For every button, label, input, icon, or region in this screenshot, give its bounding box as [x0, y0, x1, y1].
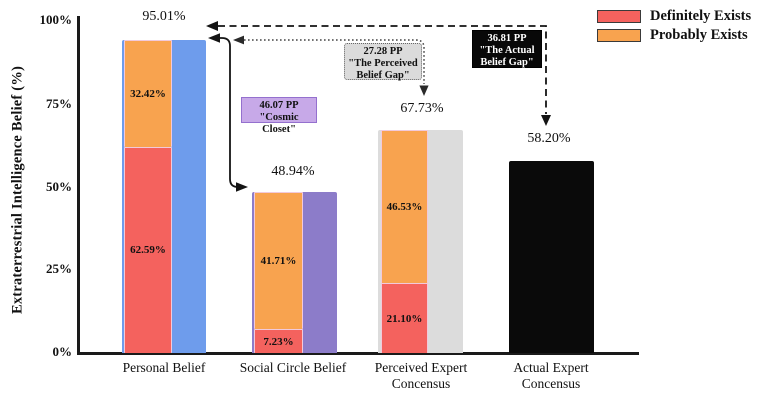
social-probably-value: 41.71%: [260, 254, 297, 267]
x-axis-line: [77, 352, 639, 355]
x-label-line: Perceived Expert: [374, 360, 468, 375]
legend-item-definitely-exists: Definitely Exists: [597, 9, 751, 24]
social-probably-segment: 41.71%: [254, 191, 303, 330]
personal-definitely-segment: 62.59%: [124, 146, 172, 353]
legend-label: Definitely Exists: [650, 8, 752, 24]
perceived-definitely-segment: 21.10%: [381, 283, 428, 353]
personal-definitely-value: 62.59%: [130, 244, 166, 257]
legend-item-probably-exists: Probably Exists: [597, 28, 751, 43]
x-label-line: Concensus: [391, 376, 451, 391]
perceived-stacked-bar: 46.53% 21.10%: [381, 129, 428, 353]
perceived-probably-value: 46.53%: [386, 201, 423, 214]
y-tick-25: 25%: [46, 261, 72, 276]
probably-exists-swatch: [597, 29, 641, 42]
annotation-title: "The Perceived: [348, 58, 418, 69]
perceived-belief-gap-annotation: 27.28 PP "The Perceived Belief Gap": [344, 43, 422, 81]
personal-stacked-bar: 32.42% 62.59%: [124, 39, 172, 353]
perceived-definitely-value: 21.10%: [386, 312, 423, 325]
annotation-value: 27.28 PP: [363, 46, 403, 57]
annotation-title: "The Actual: [479, 45, 535, 56]
annotation-title: Belief Gap": [356, 70, 410, 81]
cosmic-closet-annotation: 46.07 PP "Cosmic Closet": [241, 97, 317, 135]
y-axis-line: [77, 16, 80, 354]
annotation-value: 36.81 PP: [487, 33, 527, 44]
perceived-probably-segment: 46.53%: [381, 129, 428, 284]
x-label-line: Personal Belief: [122, 360, 206, 375]
personal-probably-value: 32.42%: [130, 87, 166, 100]
personal-total-label: 95.01%: [142, 9, 186, 24]
y-tick-75: 75%: [46, 96, 72, 111]
x-label-actual-expert: Actual Expert Concensus: [471, 360, 631, 392]
y-tick-50: 50%: [46, 179, 72, 194]
x-label-perceived-expert: Perceived Expert Concensus: [341, 360, 501, 392]
perceived-total-label: 67.73%: [400, 101, 444, 116]
x-label-line: Concensus: [521, 376, 581, 391]
personal-probably-segment: 32.42%: [124, 39, 172, 147]
legend: Definitely Exists Probably Exists: [597, 9, 751, 47]
y-tick-0: 0%: [52, 344, 73, 359]
x-label-personal-belief: Personal Belief: [84, 360, 244, 376]
actual-total-label: 58.20%: [527, 131, 571, 146]
social-stacked-bar: 41.71% 7.23%: [254, 191, 303, 353]
actual-expert-bar: [509, 160, 594, 353]
legend-label: Probably Exists: [650, 27, 748, 43]
annotation-value: 46.07 PP: [259, 100, 299, 111]
actual-belief-gap-annotation: 36.81 PP "The Actual Belief Gap": [472, 30, 542, 68]
annotation-title: "Cosmic Closet": [259, 112, 299, 135]
x-label-line: Social Circle Belief: [239, 360, 347, 375]
social-definitely-value: 7.23%: [263, 335, 294, 348]
annotation-title: Belief Gap": [480, 57, 534, 68]
definitely-exists-swatch: [597, 10, 641, 23]
x-label-social-circle-belief: Social Circle Belief: [213, 360, 373, 376]
y-tick-100: 100%: [39, 12, 73, 27]
social-definitely-segment: 7.23%: [254, 329, 303, 353]
social-total-label: 48.94%: [271, 164, 315, 179]
x-label-line: Actual Expert: [513, 360, 589, 375]
